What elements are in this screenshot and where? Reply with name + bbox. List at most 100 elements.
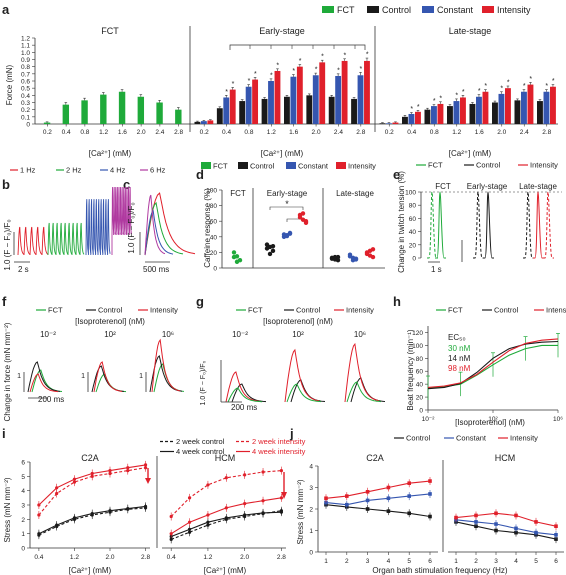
panel-a-x-tick-label: 2.4: [334, 129, 343, 136]
panel-j-title-c2a: C2A: [366, 453, 384, 463]
panel-j-y-tick-label: 0: [309, 550, 313, 557]
panel-h-curve-intensity: [427, 338, 559, 388]
panel-b-trace-2hz: [59, 222, 65, 256]
panel-a-x-tick-label: 2.8: [174, 129, 183, 136]
panel-a-sig-star: *: [254, 71, 257, 78]
panel-i-title-hcm: HCM: [215, 453, 236, 463]
panel-d-y-tick-label: 80: [210, 203, 218, 210]
panel-c-trace-1hz: [144, 192, 196, 256]
panel-j-y-tick-label: 4: [309, 464, 313, 471]
panel-a-bracket: [229, 44, 366, 50]
panel-b-legend-label: 4 Hz: [110, 166, 126, 175]
panel-g-legend-label: FCT: [248, 306, 263, 315]
panel-a-sig-star: *: [359, 66, 362, 73]
panel-i-legend-label: 2 week intensity: [252, 437, 306, 446]
panel-f-scale-time: 200 ms: [38, 395, 64, 404]
panel-a-section-fct: FCT: [101, 26, 119, 36]
panel-f-chart: [Isoproterenol] (nM) 10⁻² 10² 10⁶ Change…: [3, 306, 185, 421]
panel-b-trace-1hz: [41, 226, 49, 256]
panel-a-bar-control: [239, 101, 246, 124]
panel-a-y-tick-label: 0.2: [21, 107, 30, 114]
panel-a-x-tick-label: 0.8: [244, 129, 253, 136]
panel-g-chart: [Isoproterenol] (nM) 10⁻² 10² 10⁶ 1.0 (F…: [200, 306, 386, 412]
panel-a-x-tick-label: 2.0: [312, 129, 321, 136]
panel-b-trace-1hz: [17, 226, 25, 256]
panel-a-bar-fct: [81, 100, 88, 124]
panel-a-sig-star: *: [337, 67, 340, 74]
panel-h-xlabel: [Isoproterenol] (nM): [455, 418, 525, 427]
panel-a-sig-star: *: [321, 54, 324, 61]
panel-a-bar-intensity: [252, 79, 259, 124]
panel-a-x-tick-label: 0.4: [62, 129, 71, 136]
panel-a-sig-star: *: [507, 80, 510, 87]
panel-b-legend-label: 1 Hz: [20, 166, 36, 175]
panel-d-point-intensity: [297, 215, 303, 220]
panel-d-ylabel: Caffeine response (%): [203, 188, 212, 268]
panel-d-legend-label: FCT: [213, 162, 228, 171]
panel-c-chart: 500 ms 1.0 (F − F₀)/F₀: [127, 192, 196, 274]
panel-letter-e: e: [393, 167, 400, 182]
legend-a-control: Control: [382, 5, 411, 15]
panel-g-dose-1: 10⁻²: [232, 330, 248, 339]
panel-g-trace-fct: [346, 381, 382, 403]
panel-i-legend-label: 4 week intensity: [252, 447, 306, 456]
panel-a-bar-constant: [408, 113, 415, 124]
panel-a-x-tick-label: 0.4: [407, 129, 416, 136]
panel-a-bar-control: [492, 102, 498, 124]
panel-f-legend-label: Intensity: [150, 306, 178, 315]
panel-i-y-tick-label: 4: [21, 488, 25, 495]
panel-j-xlabel: Organ bath stimulation frequency (Hz): [372, 566, 508, 575]
panel-a-section-early: Early-stage: [259, 26, 305, 36]
panel-e-trace: [523, 191, 534, 259]
panel-d-section-late: Late-stage: [336, 189, 374, 198]
panel-b-trace-2hz: [55, 222, 61, 256]
panel-a-xlabel-late: [Ca²⁺] (mM): [449, 149, 492, 158]
panel-a-bar-intensity: [527, 84, 534, 124]
panel-a-bar-constant: [268, 81, 274, 124]
panel-a-bar-control: [379, 123, 386, 124]
panel-d-point-constant: [353, 257, 359, 262]
panel-a-sig-star: *: [292, 68, 295, 75]
panel-b-trace-2hz: [67, 222, 73, 256]
panel-d-point-intensity: [364, 250, 370, 255]
panel-j-title-hcm: HCM: [495, 453, 516, 463]
panel-e-y-tick-label: 100: [405, 190, 416, 197]
panel-e-section-late: Late-stage: [519, 182, 557, 191]
panel-d-point-fct: [231, 254, 237, 260]
panel-g-trace-fct: [286, 383, 322, 403]
legend-a: FCT Control Constant Intensity: [322, 5, 531, 15]
legend-a-constant: Constant: [437, 5, 474, 15]
panel-d-legend-label: Constant: [298, 162, 329, 171]
panel-e-trace: [473, 191, 484, 259]
panel-d-point-constant: [284, 233, 290, 239]
panel-i-arrowhead-c2a: [145, 478, 151, 484]
panel-a-bar-fct: [118, 91, 126, 124]
panel-a-bar-control: [328, 96, 335, 124]
panel-a-sig-star: *: [366, 52, 369, 59]
panel-a-sig-star: *: [299, 58, 302, 65]
panel-d-y-tick-label: 0: [213, 266, 217, 273]
panel-h-ec50-control: 14 nM: [448, 354, 471, 363]
panel-d-point-constant: [347, 252, 353, 257]
panel-i-x-tick-label: 1.2: [203, 554, 212, 561]
panel-e-section-early: Early-stage: [467, 182, 508, 191]
panel-h-legend-label: Control: [494, 306, 519, 315]
panel-i-x-tick-label: 1.2: [70, 554, 79, 561]
panel-j-line-intensity: [325, 480, 431, 499]
panel-a-x-tick-label: 2.0: [137, 129, 146, 136]
panel-d-legend-label: Intensity: [348, 162, 376, 171]
panel-a-sig-star: *: [276, 62, 279, 69]
panel-a-bar-fct: [62, 104, 70, 124]
panel-a-bar-control: [306, 95, 313, 124]
panel-a-bar-constant: [357, 75, 364, 124]
panel-a-bar-constant: [335, 75, 342, 124]
panel-i-x-tick-label: 2.0: [105, 554, 114, 561]
panel-a-bar-control: [402, 116, 408, 124]
panel-b-legend-label: 2 Hz: [66, 166, 82, 175]
panel-h-y-tick-label: 120: [412, 330, 423, 337]
panel-a-x-tick-label: 1.2: [452, 129, 461, 136]
panel-h-ylabel: Beat frequency (min⁻¹): [406, 329, 415, 410]
panel-a-bar-constant: [431, 106, 437, 124]
panel-b-chart: 2 s 1.0 (F − F₀)/F₀ 1 Hz 2 Hz 4 Hz 6 Hz: [3, 166, 166, 275]
panel-h-y-tick-label: 80: [416, 356, 424, 363]
